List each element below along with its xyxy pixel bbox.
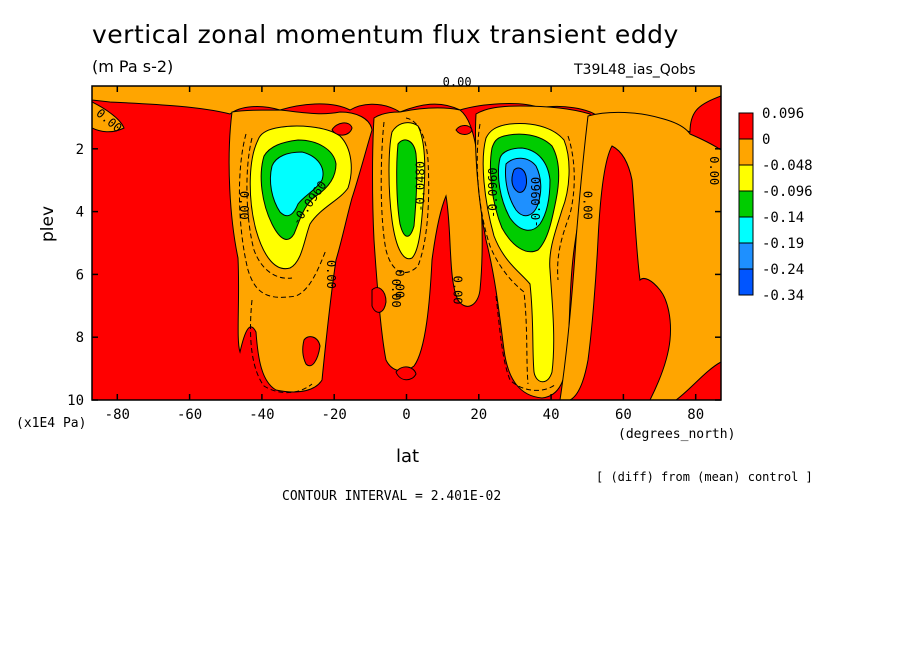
colorbar-label: -0.14 — [762, 210, 804, 226]
colorbar-swatch — [738, 216, 754, 244]
colorbar-label: 0.096 — [762, 106, 804, 122]
red-island-3 — [395, 366, 417, 381]
run-id-label: T39L48_ias_Qobs — [574, 62, 696, 78]
orange-region-nw-corner — [92, 101, 125, 133]
colorbar-swatch — [738, 190, 754, 218]
x-ticks: -80 -60 -40 -20 0 20 40 60 80 — [105, 86, 704, 423]
chart-title: vertical zonal momentum flux transient e… — [92, 20, 679, 49]
colorbar-swatch — [738, 268, 754, 296]
contour-label: 0.00 — [707, 156, 721, 185]
colorbar-label: -0.24 — [762, 262, 804, 278]
colorbar-label: -0.19 — [762, 236, 804, 252]
green-region-eq — [396, 139, 418, 237]
colorbar-legend: 0.096 0 -0.048 -0.096 -0.14 -0.19 -0.24 -0.34 — [738, 106, 813, 304]
y-tick-label: 2 — [76, 142, 84, 158]
contour-label: 0.00 — [237, 191, 251, 220]
x-tick-label: 60 — [615, 407, 632, 423]
y-tick-label: 8 — [76, 330, 84, 346]
red-island-2 — [455, 125, 473, 135]
y-tick-label: 6 — [76, 267, 84, 283]
x-tick-label: -20 — [322, 407, 347, 423]
contour-label: 0.00 — [443, 75, 472, 89]
contour-label: -0.0960 — [529, 177, 543, 228]
colorbar-swatch — [738, 112, 754, 140]
contour-field — [92, 86, 721, 400]
colorbar-swatch — [738, 138, 754, 166]
x-axis-unit: (degrees_north) — [618, 427, 736, 442]
x-tick-label: -60 — [177, 407, 202, 423]
x-tick-label: -40 — [249, 407, 274, 423]
contour-interval: CONTOUR INTERVAL = 2.401E-02 — [282, 489, 502, 504]
contour-label: 0.00 — [389, 279, 403, 308]
diff-note: [ (diff) from (mean) control ] — [596, 470, 813, 484]
colorbar-label: 0 — [762, 132, 770, 148]
y-ticks: 2 4 6 8 10 — [67, 142, 721, 409]
darkblue-region-nh — [511, 167, 527, 193]
red-island-5 — [371, 287, 387, 313]
x-tick-label: 0 — [402, 407, 410, 423]
colorbar-swatch — [738, 242, 754, 270]
contour-label: 0.00 — [450, 276, 464, 305]
x-axis-label: lat — [396, 446, 420, 467]
x-tick-label: 40 — [543, 407, 560, 423]
y-tick-label: 4 — [76, 205, 84, 221]
cyan-region-sh — [269, 151, 324, 217]
contour-label: -0.0480 — [414, 161, 428, 212]
x-tick-label: 20 — [470, 407, 487, 423]
x-tick-label: 80 — [687, 407, 704, 423]
contour-label: 0.00 — [324, 260, 338, 289]
y-axis-unit: (x1E4 Pa) — [16, 416, 87, 431]
colorbar-label: -0.34 — [762, 288, 804, 304]
orange-region-east — [559, 111, 721, 400]
chart-units: (m Pa s-2) — [92, 57, 174, 76]
x-tick-label: -80 — [105, 407, 130, 423]
colorbar-label: -0.096 — [762, 184, 813, 200]
y-tick-label: 10 — [67, 393, 84, 409]
contour-label: -0.0960 — [486, 167, 500, 218]
contour-label: 0.00 — [581, 191, 595, 220]
colorbar-swatch — [738, 164, 754, 192]
red-island-4 — [302, 336, 321, 367]
negative-contours — [238, 117, 575, 393]
contour-label: 0.00 — [393, 269, 407, 298]
colorbar-label: -0.048 — [762, 158, 813, 174]
red-island-1 — [331, 122, 353, 136]
contour-labels: 0.000.000.00 0.00 0.000.000.000.000.00-0.0… — [93, 75, 721, 308]
